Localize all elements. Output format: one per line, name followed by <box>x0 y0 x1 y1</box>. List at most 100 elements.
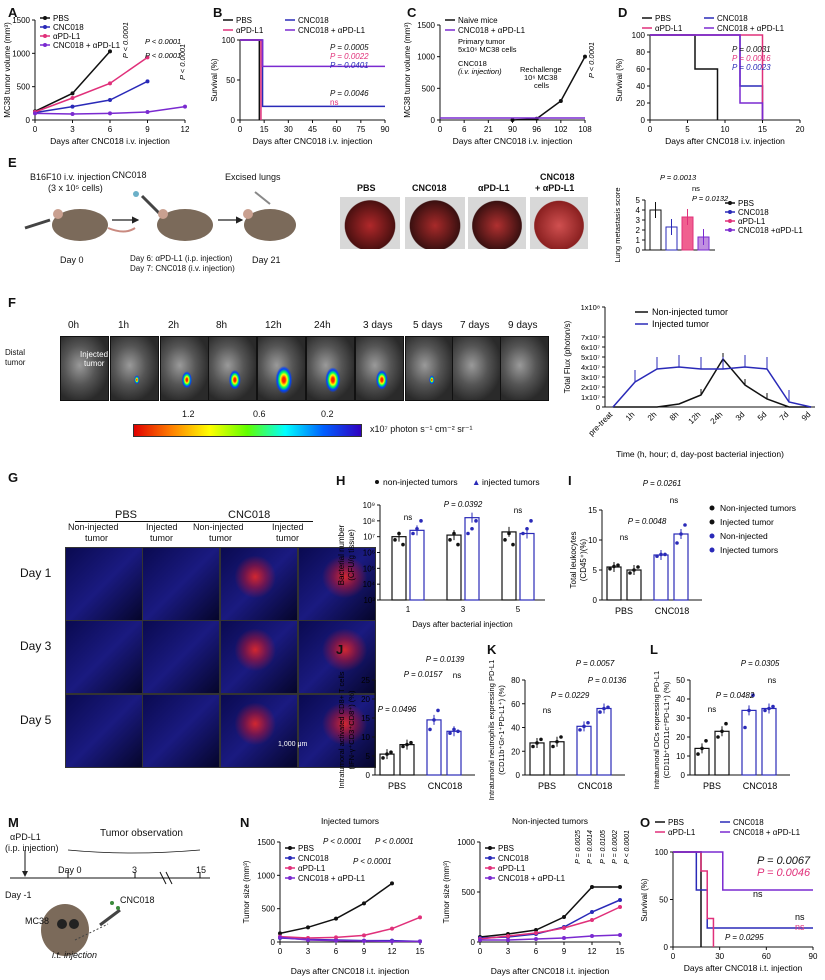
h-dot <box>507 531 511 536</box>
f-ytick-label: 7x10⁷ <box>581 333 600 342</box>
h-legend-label: non-injected tumors <box>383 477 458 487</box>
lung-photo-combo <box>530 197 588 249</box>
g-col-3a: Non-injected <box>193 522 244 532</box>
n-point <box>534 928 538 932</box>
a-point <box>183 104 187 109</box>
a-point <box>70 104 75 109</box>
c-annot: CNC018 <box>458 59 487 68</box>
c-point <box>558 99 563 103</box>
f-time-label: 1h <box>118 320 130 331</box>
i-ylabel: Total leukocytes <box>569 532 578 589</box>
h-ytick-label: 10⁶ <box>363 549 375 558</box>
f-ivis-image <box>405 336 454 401</box>
n-legend-label: PBS <box>498 844 514 853</box>
f-ivis-image <box>257 336 306 401</box>
k-group-label: CNC018 <box>578 781 613 791</box>
n-point <box>534 937 538 941</box>
b-xtick-label: 30 <box>284 125 293 134</box>
a-legend-label: CNC018 <box>53 23 84 32</box>
n-point <box>618 905 622 909</box>
i-group-label: PBS <box>615 606 633 616</box>
b-xtick-label: 0 <box>238 125 243 134</box>
i-dot <box>628 571 632 575</box>
l-ytick-label: 50 <box>676 676 685 685</box>
f-time-label: 24h <box>314 320 331 331</box>
panel-label-i: I <box>568 473 572 488</box>
d-xtick-label: 10 <box>721 125 730 134</box>
f-ivis-image <box>355 336 404 401</box>
e-drug: CNC018 <box>112 170 147 180</box>
k-ytick-label: 0 <box>516 771 521 780</box>
f-scale-tick-1: 0.6 <box>253 409 266 419</box>
i-group-label: CNC018 <box>655 606 690 616</box>
e-mouse-diagram <box>24 191 296 241</box>
n-legend-marker <box>488 866 492 870</box>
l-pval: P = 0.0305 <box>741 659 780 668</box>
l-dot <box>724 721 728 726</box>
k-dot <box>531 744 535 749</box>
b-pval: ns <box>330 98 338 107</box>
l-bar <box>761 707 777 776</box>
h-bar <box>409 529 425 601</box>
b-pval: P = 0.0046 <box>330 89 369 98</box>
n-xtick-label: 0 <box>478 947 483 956</box>
h-dot <box>411 531 415 536</box>
m-apdl1: αPD-L1 <box>10 832 41 842</box>
b-xtick-label: 90 <box>381 125 390 134</box>
c-annot: (i.v. injection) <box>458 67 502 76</box>
c-xtick-label: 6 <box>462 125 467 134</box>
g-micrograph <box>65 620 143 694</box>
panel-label-o: O <box>640 815 651 830</box>
n-series-line <box>479 899 621 939</box>
g-micrograph <box>142 694 220 768</box>
panel-label-j: J <box>336 642 344 657</box>
e-legend-label: CNC018 <box>738 208 769 217</box>
c-ytick-label: 1500 <box>417 21 435 30</box>
e-group-combo: CNC018 <box>540 172 575 182</box>
o-xtick-label: 30 <box>715 952 724 961</box>
l-ylabel2: (CD11b⁺CD11c⁺PD-L1⁺) (%) <box>662 681 671 779</box>
k-pval: P = 0.0057 <box>576 659 615 668</box>
g-col-3b: tumor <box>209 533 233 543</box>
panel-label-f: F <box>8 295 16 310</box>
n-title: Injected tumors <box>321 816 379 826</box>
a-point <box>145 79 150 84</box>
j-ytick-label: 25 <box>361 676 370 685</box>
e-legend-label: CNC018 +αPD-L1 <box>738 226 803 235</box>
l-ytick-label: 40 <box>676 695 685 704</box>
a-legend-marker <box>43 25 47 29</box>
n-xlabel: Days after CNC018 i.t. injection <box>291 966 410 976</box>
f-xtick-label: 1h <box>624 410 637 423</box>
i-dot <box>655 554 659 558</box>
h-legend-marker: ▲ <box>472 477 480 487</box>
chart-d: 0 20 40 60 80 100 0 5 10 15 20 Survival (%) Days aft… <box>615 14 805 146</box>
d-pval: P = 0.0031 <box>732 45 771 54</box>
f-xtick-label: 5d <box>756 410 769 423</box>
a-xlabel: Days after CNC018 i.v. injection <box>50 136 170 146</box>
n-xtick-label: 3 <box>306 947 311 956</box>
k-dot <box>602 706 606 711</box>
n-legend-marker <box>288 856 292 860</box>
f-ytick-label: 2x10⁷ <box>581 383 600 392</box>
n-ylabel: Tumor size (mm³) <box>242 860 251 923</box>
n-point <box>362 939 366 943</box>
f-ytick-label: 5x10⁷ <box>581 353 600 362</box>
f-ytick-label: 4x10⁷ <box>581 363 600 372</box>
m-drug: CNC018 <box>120 895 155 905</box>
c-legend-label: Naive mice <box>458 16 498 25</box>
j-dot <box>456 729 460 734</box>
i-dot <box>632 568 636 572</box>
j-group-label: CNC018 <box>428 781 463 791</box>
j-dot <box>436 708 440 713</box>
n-xtick-label: 12 <box>388 947 397 956</box>
n-point <box>278 931 282 936</box>
k-dot <box>559 735 563 739</box>
o-legend-label: PBS <box>668 818 684 827</box>
o-pval: ns <box>795 912 805 922</box>
c-point <box>510 118 515 122</box>
f-ytick-label: 1x10⁸ <box>581 303 600 312</box>
a-series-line <box>34 80 148 114</box>
panel-label-m: M <box>8 815 19 830</box>
b-ytick-label: 50 <box>226 76 235 85</box>
e-ytick-label: 4 <box>636 206 641 215</box>
